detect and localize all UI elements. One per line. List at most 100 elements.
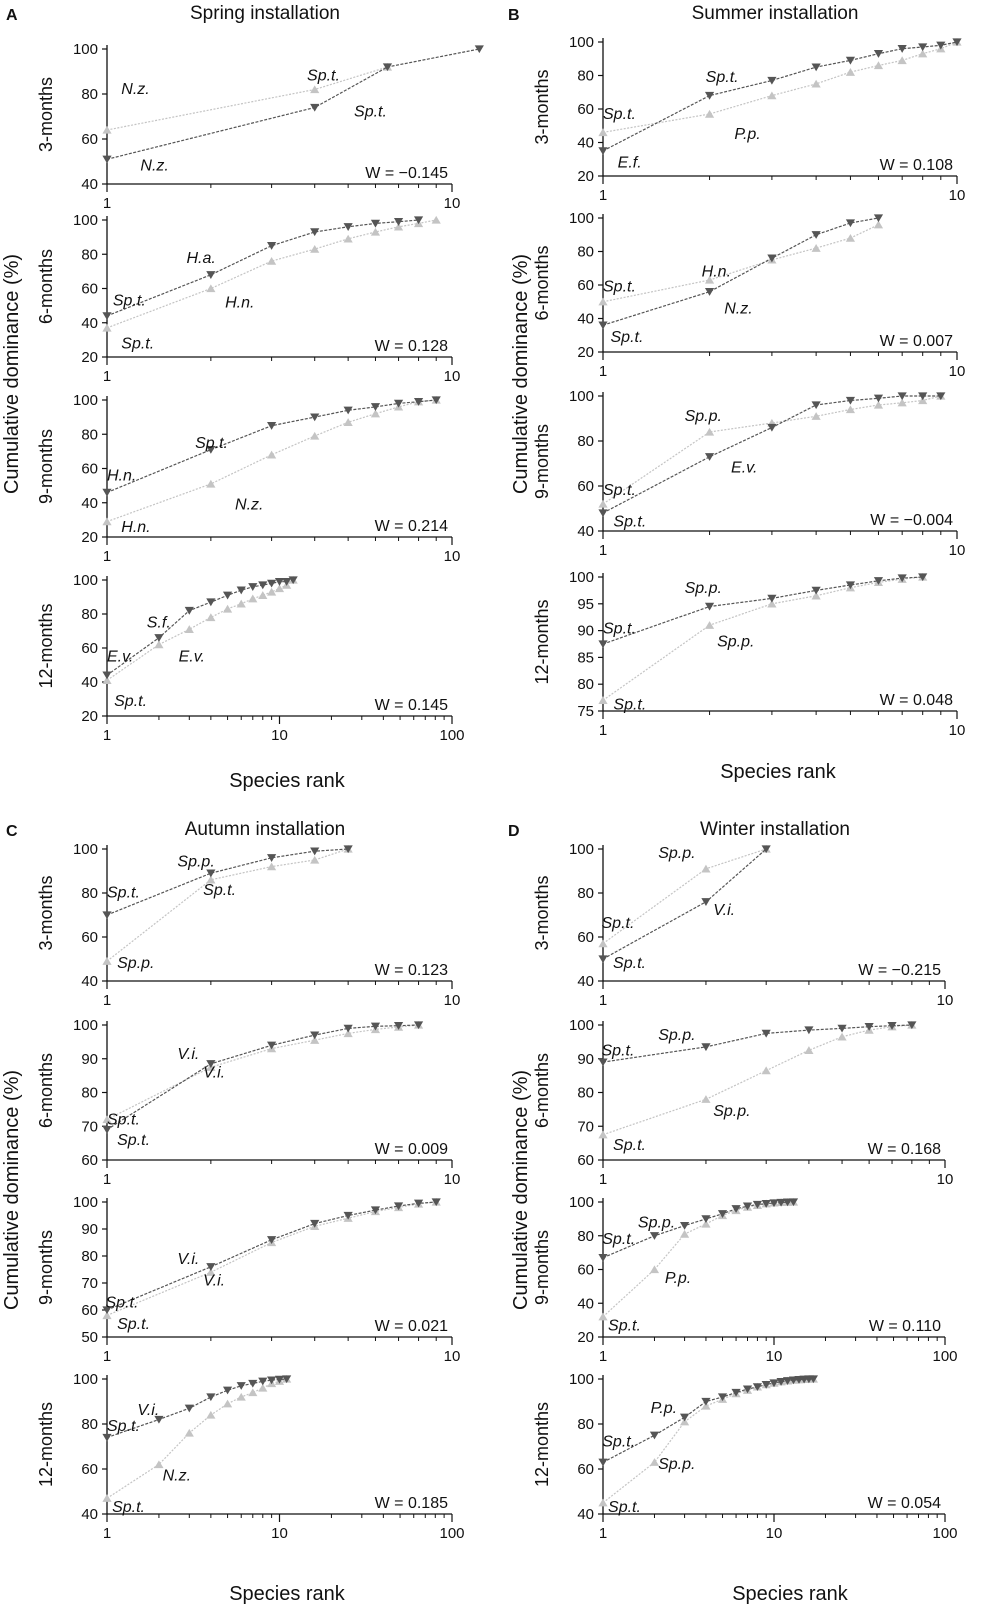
species-label: Sp.p.: [177, 854, 214, 871]
down-triangle-marker: [393, 218, 404, 226]
x-tick-label: 100: [932, 1348, 957, 1365]
row-label: 6-months: [532, 245, 552, 320]
down-triangle-marker: [679, 1221, 690, 1230]
species-label: Sp.p.: [658, 845, 695, 862]
y-tick-label: 100: [569, 388, 594, 405]
down-triangle-marker: [701, 898, 711, 906]
down-triangle-marker: [782, 1377, 793, 1385]
y-tick-label: 80: [81, 426, 98, 443]
species-label: Sp.p.: [685, 408, 722, 425]
x-tick-label: 1: [599, 1525, 607, 1542]
down-triangle-marker: [742, 1202, 753, 1211]
subplot-c-3-months: 40 60 80 100 1 10 Sp.p. Sp.t. Sp.t. Sp.p. W = 0.12…: [36, 841, 460, 1009]
species-label: Sp.t.: [203, 882, 236, 899]
up-triangle-marker: [701, 1401, 711, 1410]
up-triangle-marker: [649, 1458, 660, 1466]
x-tick-label: 1: [103, 368, 111, 385]
down-triangle-marker: [767, 76, 777, 85]
y-tick-label: 100: [569, 34, 594, 51]
down-triangle-marker: [918, 573, 928, 582]
up-triangle-marker: [310, 855, 320, 864]
up-triangle-marker: [343, 234, 353, 243]
y-tick-label: 60: [577, 1152, 594, 1169]
species-label: V.i.: [203, 1273, 225, 1290]
down-triangle-marker: [704, 288, 715, 296]
down-triangle-marker: [767, 423, 777, 432]
y-tick-label: 60: [81, 1302, 98, 1319]
down-triangle-marker: [918, 392, 928, 401]
down-triangle-marker: [752, 1383, 763, 1392]
x-axis-label-b: Species rank: [720, 761, 837, 783]
down-triangle-marker: [649, 1431, 660, 1440]
up-triangle-marker: [679, 1229, 690, 1238]
down-triangle-marker: [282, 578, 292, 586]
up-triangle-marker: [431, 215, 441, 224]
down-triangle-marker: [731, 1388, 741, 1397]
light-series-line: [602, 224, 879, 303]
up-triangle-marker: [598, 128, 608, 137]
down-triangle-marker: [845, 581, 856, 590]
species-label: Sp.t.: [602, 1042, 635, 1059]
up-triangle-marker: [679, 1417, 690, 1426]
light-series-line: [106, 66, 388, 131]
up-triangle-marker: [598, 939, 608, 948]
x-tick-label: 10: [949, 363, 966, 380]
y-tick-label: 40: [577, 523, 594, 540]
x-tick-label: 1: [599, 187, 607, 204]
x-axis-label-d: Species rank: [732, 1583, 849, 1605]
species-label: Sp.t.: [613, 696, 646, 713]
species-label: H.n.: [225, 294, 254, 311]
up-triangle-marker: [267, 587, 277, 596]
down-triangle-marker: [761, 1380, 771, 1389]
y-tick-label: 80: [81, 885, 98, 902]
species-label: Sp.t.: [602, 1231, 635, 1248]
down-triangle-marker: [598, 1254, 608, 1262]
down-triangle-marker: [102, 911, 112, 920]
up-triangle-marker: [267, 256, 277, 265]
up-triangle-marker: [598, 696, 608, 704]
down-triangle-marker: [274, 1375, 285, 1384]
row-label: 3-months: [532, 875, 552, 950]
species-label: P.p.: [651, 1400, 677, 1417]
down-triangle-marker: [431, 1198, 441, 1207]
subplot-a-3-months: 40 60 80 100 1 10 N.z. Sp.t. Sp.t. N.z. W = −0.145…: [36, 41, 484, 212]
row-label: 9-months: [36, 1230, 56, 1305]
row-label: 12-months: [532, 599, 552, 684]
y-tick-label: 40: [577, 1506, 594, 1523]
y-tick-label: 80: [577, 1416, 594, 1433]
down-triangle-marker: [782, 1198, 793, 1207]
y-axis-label-b: Cumulative dominance (%): [510, 254, 532, 494]
y-tick-label: 20: [577, 168, 594, 185]
down-triangle-marker: [598, 509, 608, 518]
down-triangle-marker: [343, 406, 353, 415]
down-triangle-marker: [222, 1386, 233, 1395]
down-triangle-marker: [769, 1379, 779, 1388]
down-triangle-marker: [679, 1413, 690, 1422]
subplot-b-6-months: 20 40 60 80 100 1 10 H.n. Sp.t. N.z. Sp.t. W = 0.00…: [532, 210, 965, 380]
w-statistic: W = 0.214: [375, 518, 448, 535]
x-tick-label: 10: [937, 992, 954, 1009]
y-tick-label: 60: [81, 1152, 98, 1169]
down-triangle-marker: [222, 591, 233, 600]
up-triangle-marker: [393, 222, 404, 231]
x-tick-label: 10: [949, 542, 966, 559]
up-triangle-marker: [897, 398, 907, 407]
dark-series-line: [106, 219, 419, 317]
up-triangle-marker: [845, 233, 856, 242]
up-triangle-marker: [598, 1498, 608, 1507]
x-tick-label: 1: [599, 992, 607, 1009]
w-statistic: W = 0.108: [880, 157, 953, 174]
y-tick-label: 100: [73, 212, 98, 229]
down-triangle-marker: [649, 1232, 660, 1240]
species-label: Sp.p.: [685, 580, 722, 597]
up-triangle-marker: [310, 1036, 320, 1044]
row-label: 3-months: [36, 875, 56, 950]
down-triangle-marker: [845, 219, 856, 228]
down-triangle-marker: [845, 56, 856, 65]
species-label: Sp.t.: [602, 1434, 635, 1451]
down-triangle-marker: [761, 1029, 771, 1038]
species-label: Sp.t.: [354, 104, 387, 121]
subplot-a-12-months: 20 40 60 80 100 1 10 100 S.f. E.v. E.v. Sp.t. W = 0.…: [36, 572, 465, 744]
